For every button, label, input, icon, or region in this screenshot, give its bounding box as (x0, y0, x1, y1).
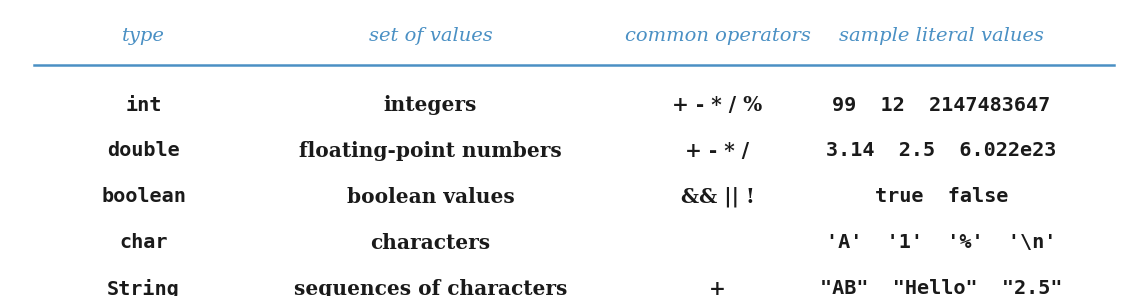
Text: set of values: set of values (369, 27, 492, 44)
Text: + - * / %: + - * / % (673, 95, 762, 115)
Text: int: int (125, 96, 162, 115)
Text: boolean values: boolean values (347, 187, 514, 207)
Text: true  false: true false (875, 187, 1008, 206)
Text: && || !: && || ! (681, 186, 754, 207)
Text: 3.14  2.5  6.022e23: 3.14 2.5 6.022e23 (827, 141, 1056, 160)
Text: "AB"  "Hello"  "2.5": "AB" "Hello" "2.5" (820, 279, 1063, 296)
Text: type: type (122, 27, 165, 44)
Text: boolean: boolean (101, 187, 186, 206)
Text: sequences of characters: sequences of characters (294, 279, 567, 296)
Text: characters: characters (371, 233, 490, 253)
Text: common operators: common operators (625, 27, 810, 44)
Text: +: + (709, 279, 726, 296)
Text: sample literal values: sample literal values (839, 27, 1044, 44)
Text: + - * /: + - * / (685, 141, 750, 161)
Text: 99  12  2147483647: 99 12 2147483647 (832, 96, 1050, 115)
Text: floating-point numbers: floating-point numbers (300, 141, 561, 161)
Text: 'A'  '1'  '%'  '\n': 'A' '1' '%' '\n' (827, 233, 1056, 252)
Text: integers: integers (383, 95, 478, 115)
Text: String: String (107, 279, 180, 296)
Text: double: double (107, 141, 180, 160)
Text: char: char (119, 233, 168, 252)
